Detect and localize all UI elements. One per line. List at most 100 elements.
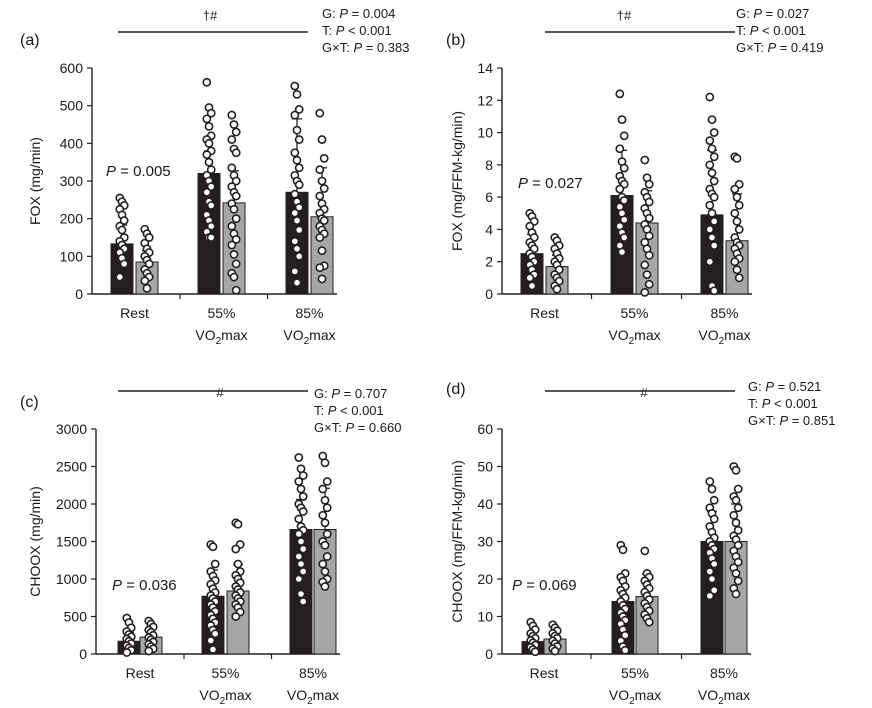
data-point <box>231 214 241 224</box>
data-point <box>290 208 300 218</box>
data-point <box>709 176 719 186</box>
data-point <box>552 284 562 294</box>
data-point <box>732 216 742 226</box>
data-point <box>319 153 329 163</box>
data-point <box>206 233 216 242</box>
stats-line: G: P = 0.707 <box>314 386 387 401</box>
category-label: Rest <box>120 305 149 321</box>
data-point <box>707 574 717 584</box>
data-point <box>142 283 152 293</box>
data-point <box>644 250 654 260</box>
data-point <box>317 246 327 256</box>
stats-line: G: P = 0.521 <box>748 379 821 394</box>
y-axis-label: FOX (mg/FFM-kg/min) <box>449 111 465 251</box>
data-point <box>231 612 241 621</box>
data-point <box>298 544 308 554</box>
rest-p-value: P = 0.005 <box>106 163 171 180</box>
data-point <box>320 458 330 468</box>
data-point <box>729 510 739 520</box>
stats-line: T: P < 0.001 <box>314 403 384 418</box>
data-point <box>617 115 627 125</box>
data-point <box>140 276 150 286</box>
data-point <box>231 259 241 269</box>
data-point <box>730 208 740 218</box>
data-point <box>734 225 744 234</box>
data-point <box>550 646 560 656</box>
data-point <box>644 617 654 627</box>
data-point <box>231 176 241 186</box>
data-point <box>229 250 239 259</box>
y-tick-label: 10 <box>477 609 493 625</box>
data-point <box>707 168 717 178</box>
data-point <box>640 260 650 270</box>
y-tick-label: 500 <box>60 98 84 114</box>
data-point <box>210 559 220 569</box>
category-label: 85% <box>710 305 738 321</box>
data-point <box>620 645 630 655</box>
data-point <box>119 216 129 225</box>
data-point <box>294 180 304 190</box>
data-point <box>318 510 328 520</box>
data-point <box>644 197 654 207</box>
data-point <box>202 77 212 87</box>
data-point <box>709 514 719 524</box>
y-axis-label: CHOOX (mg/min) <box>27 486 43 596</box>
data-point <box>202 114 212 124</box>
data-point <box>642 270 652 280</box>
data-point <box>294 552 304 561</box>
data-point <box>292 278 302 288</box>
data-point <box>320 495 330 505</box>
stats-line: G×T: P = 0.851 <box>748 413 835 428</box>
y-tick-label: 30 <box>477 534 493 550</box>
data-point <box>119 259 129 269</box>
data-point <box>231 544 241 554</box>
stats-line: T: P < 0.001 <box>736 23 806 38</box>
significance-symbols: †# <box>203 8 218 23</box>
data-point <box>619 215 629 225</box>
data-point <box>294 477 304 486</box>
data-point <box>322 477 332 486</box>
data-point <box>731 568 741 578</box>
data-point <box>525 273 535 283</box>
data-point <box>144 259 154 269</box>
data-point <box>227 110 237 120</box>
data-point <box>322 529 332 539</box>
data-point <box>644 231 654 241</box>
panel-d: (d) # G: P = 0.521 T: P < 0.001 G×T: P = 0.8… <box>446 379 835 707</box>
rest-p-value: P = 0.036 <box>112 577 177 594</box>
data-point <box>206 201 216 210</box>
y-tick-label: 300 <box>60 173 84 189</box>
data-point <box>322 503 332 513</box>
stats-line: T: P < 0.001 <box>748 396 818 411</box>
y-tick-label: 60 <box>477 421 493 437</box>
data-point <box>227 240 237 250</box>
data-point <box>206 221 216 231</box>
data-point <box>317 274 327 284</box>
data-point <box>229 272 239 282</box>
stats-line: G×T: P = 0.660 <box>314 420 401 435</box>
data-point <box>231 148 241 158</box>
data-point <box>292 89 302 99</box>
data-point <box>619 233 629 242</box>
category-label-sub: VO2max <box>199 687 251 707</box>
y-tick-label: 0 <box>79 646 87 662</box>
data-point <box>294 514 304 524</box>
data-point <box>315 233 325 242</box>
category-label-sub: VO2max <box>287 687 339 707</box>
data-point <box>319 216 329 225</box>
panel-label: (b) <box>446 32 466 49</box>
data-point <box>619 163 629 173</box>
category-label: 85% <box>295 305 323 321</box>
y-tick-label: 0 <box>75 286 83 302</box>
data-point <box>233 559 243 569</box>
data-point <box>315 263 325 273</box>
data-point <box>709 241 719 250</box>
data-point <box>231 191 241 201</box>
category-label-sub: VO2max <box>698 327 750 347</box>
data-point <box>709 495 719 505</box>
data-point <box>318 484 328 494</box>
y-tick-label: 2500 <box>56 459 87 475</box>
category-label-sub: VO2max <box>608 327 660 347</box>
stats-line: G×T: P = 0.419 <box>736 40 823 55</box>
panel-label: (c) <box>20 394 39 411</box>
